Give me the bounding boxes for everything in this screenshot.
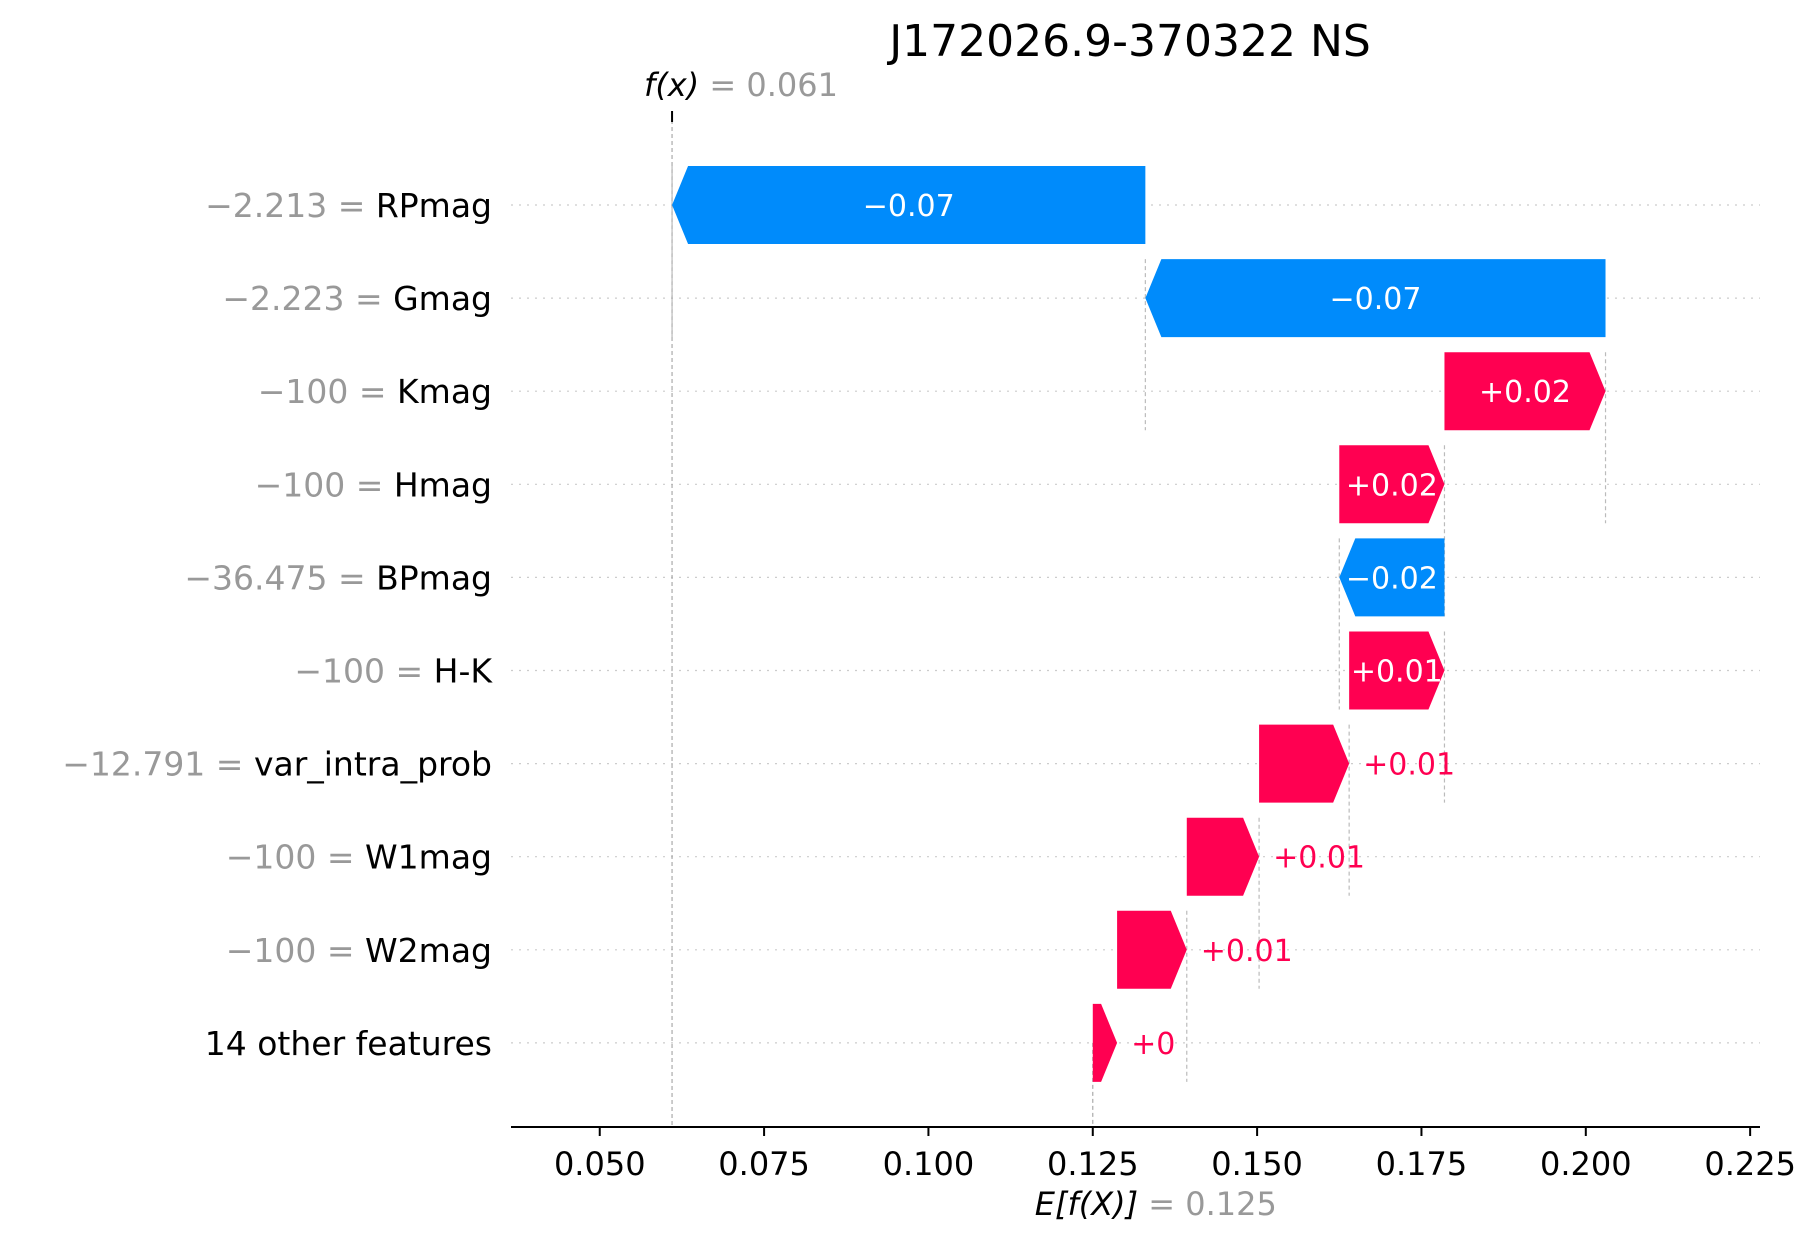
bar-value-label: −0.07	[863, 189, 955, 224]
bar-rpmag	[672, 166, 1146, 244]
x-tick-label: 0.200	[1540, 1145, 1632, 1183]
value-annotations: f(x) = 0.061 E[f(X)] = 0.125	[644, 66, 1277, 1223]
feature-label: −100 = W2mag	[226, 931, 492, 970]
feature-name: RPmag	[376, 186, 492, 225]
feature-value: −100 =	[226, 931, 365, 970]
chart-title: J172026.9-370322 NS	[886, 16, 1371, 67]
x-axis: 0.050 0.075 0.100 0.125 0.150 0.175 0.200 0.225	[511, 1126, 1796, 1183]
base-value-annotation: E[f(X)] = 0.125	[1035, 1185, 1277, 1223]
bar-value-label: +0.02	[1346, 468, 1438, 503]
feature-name: Hmag	[394, 465, 492, 504]
feature-label: −12.791 = var_intra_prob	[62, 745, 492, 784]
feature-labels: −2.213 = RPmag−2.223 = Gmag−100 = Kmag−1…	[62, 186, 493, 1063]
feature-name: Gmag	[393, 279, 492, 318]
output-value-number: = 0.061	[709, 66, 838, 104]
x-tick-label: 0.150	[1211, 1145, 1303, 1183]
feature-value: −2.213 =	[205, 186, 376, 225]
feature-label: −2.213 = RPmag	[205, 186, 492, 225]
feature-label: −100 = Hmag	[255, 465, 492, 504]
bar-gmag	[1145, 259, 1606, 338]
output-value-annotation: f(x) = 0.061	[644, 66, 838, 104]
bar-value-label: +0.01	[1351, 655, 1443, 690]
base-value-number: = 0.125	[1148, 1185, 1277, 1223]
bar-value-label: −0.02	[1346, 561, 1438, 596]
bar-kmag	[1444, 352, 1606, 431]
x-tick-label: 0.125	[1047, 1145, 1139, 1183]
feature-name: H-K	[434, 652, 494, 691]
bar-value-label: +0.02	[1479, 375, 1571, 410]
bar-value-label: +0	[1131, 1027, 1175, 1062]
feature-name: var_intra_prob	[254, 745, 492, 784]
feature-value: −2.223 =	[222, 279, 393, 318]
feature-value: −12.791 =	[62, 745, 254, 784]
contribution-bars: −0.07 −0.07 +0.02 +0.02 −0.02 +0.01 +0.01 +0.01…	[672, 166, 1606, 1082]
x-tick-label: 0.175	[1376, 1145, 1468, 1183]
feature-value: −100 =	[226, 838, 365, 877]
x-tick-label: 0.100	[883, 1145, 975, 1183]
feature-label: −100 = H-K	[294, 652, 493, 691]
feature-label: −2.223 = Gmag	[222, 279, 492, 318]
feature-value: −100 =	[294, 652, 433, 691]
bar-h-k	[1349, 631, 1445, 710]
bar-hmag	[1339, 445, 1445, 524]
connector-lines	[671, 113, 1607, 1127]
base-value-prefix: E[f(X)]	[1035, 1185, 1149, 1223]
feature-name: 14 other features	[205, 1024, 492, 1063]
feature-label: −36.475 = BPmag	[184, 558, 492, 597]
feature-label: 14 other features	[205, 1024, 492, 1063]
bar-14-other-features	[1092, 1003, 1118, 1082]
bar-bpmag	[1339, 538, 1445, 617]
x-tick-label: 0.075	[718, 1145, 810, 1183]
output-value-prefix: f(x)	[644, 66, 709, 104]
x-tick-label: 0.225	[1704, 1145, 1796, 1183]
bar-var-intra-prob	[1259, 724, 1350, 803]
feature-value: −100 =	[258, 372, 397, 411]
x-tick-label: 0.050	[554, 1145, 646, 1183]
feature-value: −36.475 =	[184, 558, 376, 597]
feature-label: −100 = W1mag	[226, 838, 492, 877]
feature-name: W2mag	[365, 931, 492, 970]
feature-name: Kmag	[397, 372, 492, 411]
feature-label: −100 = Kmag	[258, 372, 492, 411]
bar-value-label: +0.01	[1273, 841, 1365, 876]
feature-value: −100 =	[255, 465, 394, 504]
bar-value-label: +0.01	[1201, 934, 1293, 969]
bar-w1mag	[1186, 817, 1260, 896]
bar-w2mag	[1117, 910, 1187, 989]
bar-value-label: −0.07	[1329, 282, 1421, 317]
bar-value-label: +0.01	[1363, 748, 1455, 783]
feature-name: BPmag	[376, 558, 492, 597]
feature-name: W1mag	[365, 838, 492, 877]
